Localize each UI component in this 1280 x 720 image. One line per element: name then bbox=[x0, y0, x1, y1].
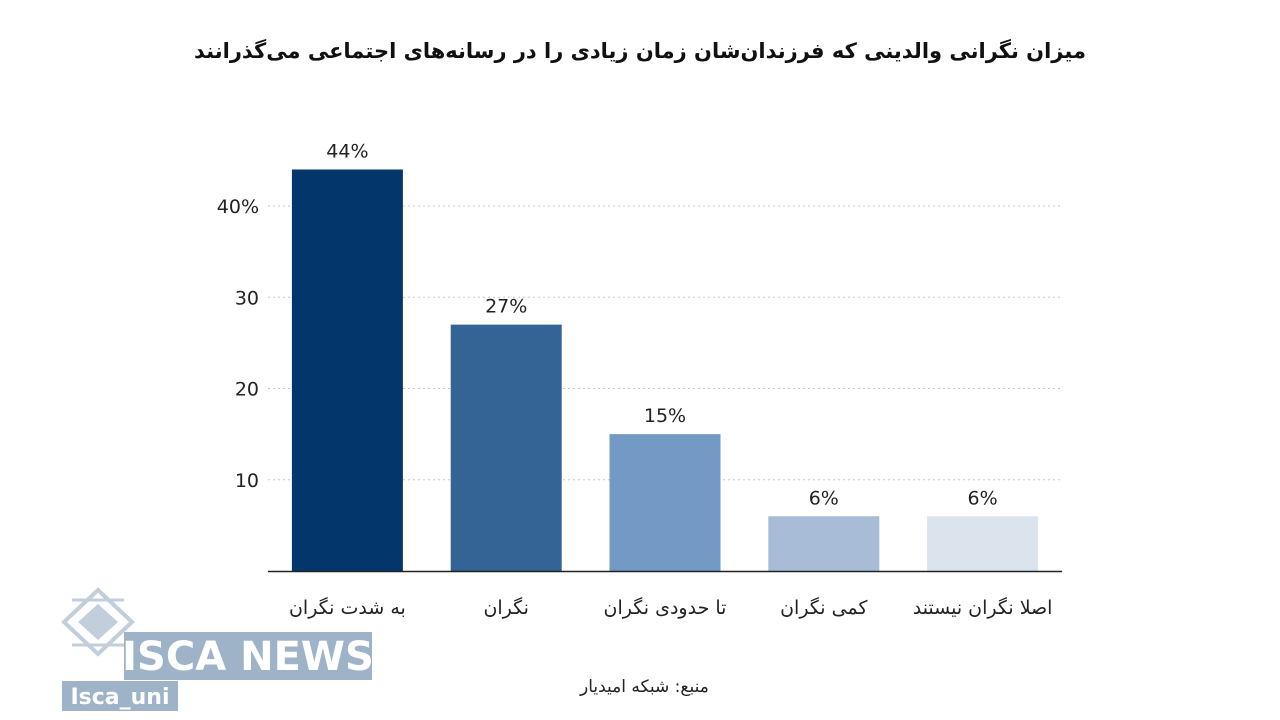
brand-banner bbox=[124, 632, 372, 680]
handle-banner bbox=[62, 681, 178, 711]
data-labels: 44% 27% 15% 6% 6% bbox=[326, 141, 997, 510]
data-label: 27% bbox=[485, 296, 527, 318]
bar bbox=[927, 516, 1039, 571]
isca-logo-icon bbox=[61, 587, 135, 657]
y-tick-label: 10 bbox=[235, 470, 259, 492]
bar bbox=[768, 516, 880, 571]
category-label: نگران bbox=[483, 596, 529, 619]
category-label: تا حدودی نگران bbox=[604, 596, 727, 619]
bar bbox=[291, 169, 403, 571]
data-label: 6% bbox=[968, 487, 998, 509]
y-tick-label: 40% bbox=[217, 196, 259, 218]
category-labels: به شدت نگران نگران تا حدودی نگران کمی نگران… bbox=[289, 596, 1052, 619]
source-note: منبع: شبکه امیدیار bbox=[579, 677, 709, 697]
category-label: کمی نگران bbox=[780, 596, 868, 619]
y-axis-ticks: 10 20 30 40% bbox=[217, 196, 259, 492]
y-tick-label: 20 bbox=[235, 379, 259, 401]
y-tick-label: 30 bbox=[235, 287, 259, 309]
chart-title: میزان نگرانی والدینی که فرزندان‌شان زمان… bbox=[194, 38, 1086, 63]
category-label: اصلا نگران نیستند bbox=[913, 596, 1053, 619]
isca-news-watermark: ISCA NEWS Isca_uni bbox=[61, 587, 374, 711]
bar bbox=[609, 434, 721, 571]
data-label: 6% bbox=[809, 487, 839, 509]
data-label: 44% bbox=[326, 141, 368, 163]
category-label: به شدت نگران bbox=[289, 596, 406, 619]
bar bbox=[450, 324, 562, 571]
bars bbox=[291, 169, 1039, 571]
handle-text: Isca_uni bbox=[70, 685, 169, 710]
brand-text: ISCA NEWS bbox=[122, 634, 374, 680]
data-label: 15% bbox=[644, 405, 686, 427]
